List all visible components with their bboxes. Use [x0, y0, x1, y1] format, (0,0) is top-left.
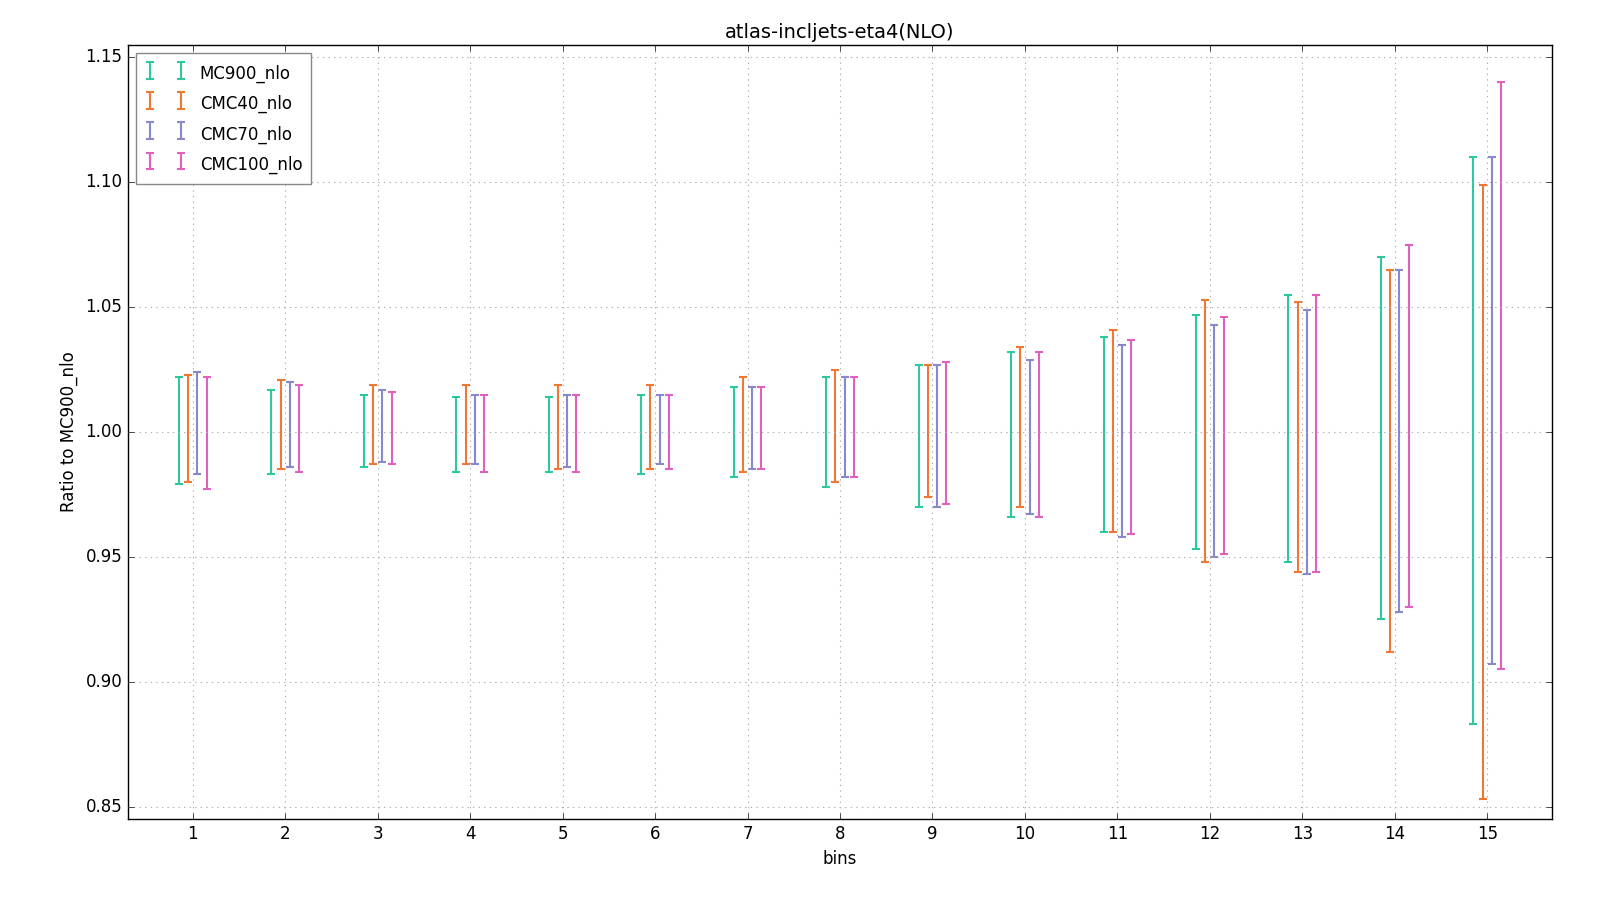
X-axis label: bins: bins: [822, 850, 858, 868]
Legend: MC900_nlo, CMC40_nlo, CMC70_nlo, CMC100_nlo: MC900_nlo, CMC40_nlo, CMC70_nlo, CMC100_…: [136, 53, 310, 184]
Title: atlas-incljets-eta4(NLO): atlas-incljets-eta4(NLO): [725, 23, 955, 42]
Y-axis label: Ratio to MC900_nlo: Ratio to MC900_nlo: [61, 352, 78, 512]
